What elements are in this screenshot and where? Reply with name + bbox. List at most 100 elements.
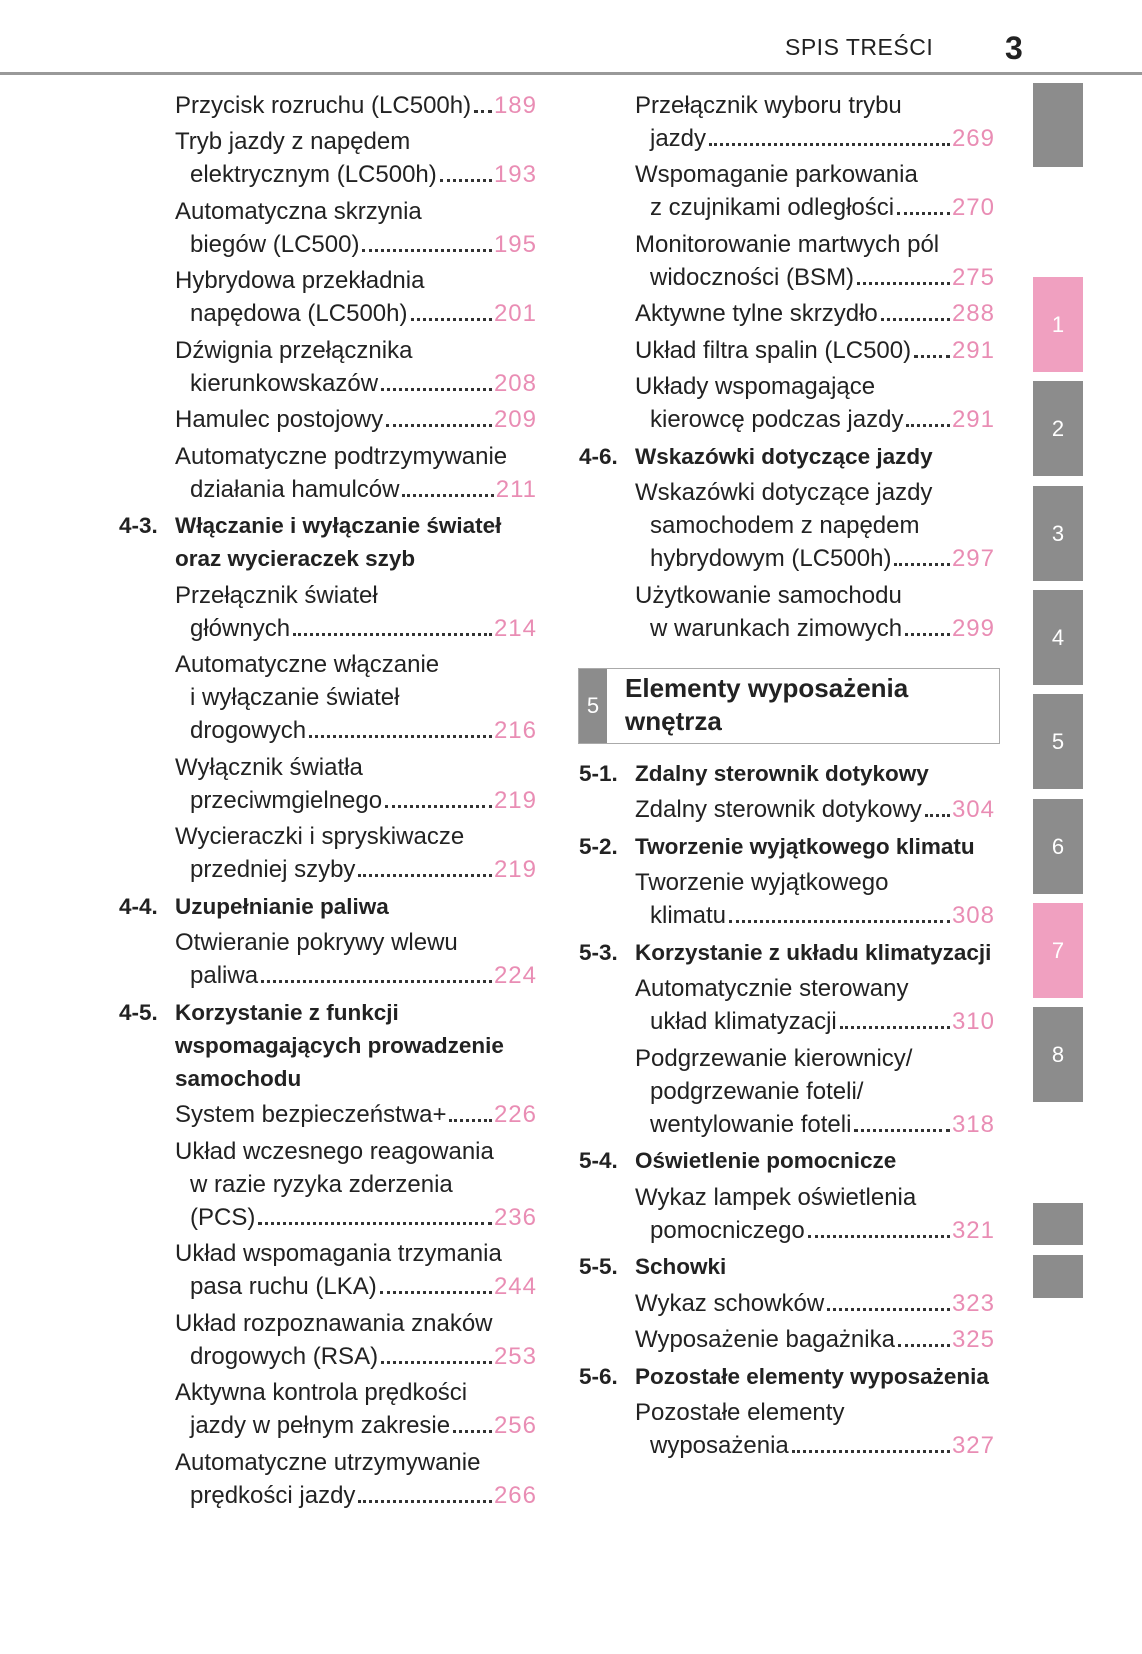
toc-entry: Wykaz lampek oświetlenia pomocniczego 321	[635, 1181, 995, 1247]
toc-entry: Wyposażenie bagażnika 325	[635, 1323, 995, 1356]
entry-line: Automatyczne podtrzymywanie	[175, 440, 537, 473]
entry-page: 226	[493, 1101, 537, 1128]
toc-entry: Układ rozpoznawania znaków drogowych (RSA…	[175, 1307, 537, 1373]
section-title: SPIS TREŚCI	[785, 34, 934, 60]
toc-heading: 5-4. Oświetlenie pomocnicze	[579, 1144, 995, 1177]
leader-dots	[474, 89, 492, 113]
entry-line: (PCS) 236	[175, 1201, 537, 1234]
entry-line: samochodem z napędem	[635, 509, 995, 542]
toc-right-2: 5-1. Zdalny sterownik dotykowy Zdalny ster…	[579, 753, 995, 1462]
entry-text: Podgrzewanie kierownicy/	[635, 1044, 913, 1072]
leader-dots	[924, 793, 950, 817]
leader-dots	[839, 1005, 950, 1029]
toc-entry: Automatyczne podtrzymywanie działania ham…	[175, 440, 537, 506]
leader-dots	[729, 899, 950, 923]
leader-dots	[410, 297, 492, 321]
entry-text: oraz wycieraczek szyb	[175, 546, 416, 571]
entry-line: jazdy 269	[635, 122, 995, 155]
leader-dots	[854, 1108, 950, 1132]
entry-line: Wycieraczki i spryskiwacze	[175, 820, 537, 853]
entry-text: działania hamulców	[190, 475, 400, 503]
header-rule	[0, 72, 1142, 75]
leader-dots	[709, 122, 950, 146]
toc-entry: Aktywna kontrola prędkości jazdy w pełnym…	[175, 1376, 537, 1442]
toc-entry: Hybrydowa przekładnia napędowa (LC500h) 20…	[175, 264, 537, 330]
entry-text: pomocniczego	[650, 1216, 805, 1244]
entry-page: 236	[493, 1203, 537, 1231]
entry-text: przedniej szyby	[190, 856, 356, 883]
entry-line: Zdalny sterownik dotykowy 304	[635, 793, 995, 826]
entry-text: klimatu	[650, 902, 727, 929]
entry-line: Uzupełnianie paliwa	[175, 890, 537, 923]
entry-page: 201	[493, 300, 537, 327]
entry-line: Korzystanie z układu klimatyzacji	[635, 936, 995, 969]
entry-line: kierunkowskazów 208	[175, 367, 537, 400]
chapter-box: 5 Elementy wyposażenia wnętrza	[578, 668, 1000, 744]
entry-text: Wskazówki dotyczące jazdy	[635, 479, 933, 506]
entry-text: Układ wspomagania trzymania	[175, 1240, 502, 1267]
entry-text: Tworzenie wyjątkowego	[635, 869, 889, 896]
toc-entry: Tryb jazdy z napędem elektrycznym (LC500h…	[175, 125, 537, 191]
entry-text: (PCS)	[190, 1203, 256, 1231]
entry-line: samochodu	[175, 1062, 537, 1095]
chapter-tab: 7	[1033, 903, 1083, 998]
entry-line: Układ rozpoznawania znaków	[175, 1307, 537, 1340]
entry-text: Układ filtra spalin (LC500)	[635, 336, 912, 364]
leader-dots	[857, 261, 950, 285]
toc-entry: Tworzenie wyjątkowego klimatu 308	[635, 866, 995, 932]
entry-text: Pozostałe elementy wyposażenia	[635, 1363, 989, 1389]
chapter-tab: 4	[1033, 590, 1083, 685]
entry-text: Korzystanie z funkcji	[175, 999, 399, 1025]
chapter-number: 5	[579, 669, 607, 743]
toc-entry: Podgrzewanie kierownicy/podgrzewanie fot…	[635, 1042, 995, 1141]
chapter-tab: 8	[1033, 1007, 1083, 1102]
toc-entry: Automatyczne włączanie i wyłączanie świat…	[175, 648, 537, 747]
entry-text: Pozostałe elementy	[635, 1399, 845, 1426]
entry-line: kierowcę podczas jazdy 291	[635, 403, 995, 436]
entry-text: Uzupełnianie paliwa	[175, 893, 389, 919]
entry-line: wentylowanie foteli 318	[635, 1108, 995, 1141]
entry-line: Tryb jazdy z napędem	[175, 125, 537, 158]
entry-text: Otwieranie pokrywy wlewu	[175, 929, 458, 956]
entry-line: Przycisk rozruchu (LC500h) 189	[175, 89, 537, 122]
toc-right: Przełącznik wyboru trybu jazdy 269 Wspomaga…	[579, 85, 995, 645]
entry-text: Automatycznie sterowany	[635, 975, 909, 1002]
entry-line: paliwa 224	[175, 959, 537, 992]
leader-dots	[309, 714, 492, 738]
entry-line: Monitorowanie martwych pól	[635, 228, 995, 261]
leader-dots	[905, 612, 950, 636]
entry-page: 244	[493, 1273, 537, 1300]
leader-dots	[807, 1214, 950, 1238]
entry-text: Monitorowanie martwych pól	[635, 230, 940, 258]
chapter-title-line: wnętrza	[625, 706, 722, 736]
entry-text: Schowki	[635, 1254, 727, 1279]
leader-dots	[906, 403, 950, 427]
entry-line: podgrzewanie foteli/	[635, 1075, 995, 1108]
entry-line: Oświetlenie pomocnicze	[635, 1144, 995, 1177]
entry-line: wyposażenia 327	[635, 1429, 995, 1462]
entry-line: Otwieranie pokrywy wlewu	[175, 926, 537, 959]
entry-text: Wyposażenie bagażnika	[635, 1326, 895, 1353]
entry-text: Użytkowanie samochodu	[635, 581, 902, 609]
entry-line: Tworzenie wyjątkowego	[635, 866, 995, 899]
toc-entry: Wskazówki dotyczące jazdy samochodem z na…	[635, 476, 995, 575]
toc-entry: System bezpieczeństwa+ 226	[175, 1098, 537, 1131]
entry-text: układ klimatyzacji	[650, 1008, 837, 1035]
toc-entry: Przełącznik świateł głównych 214	[175, 579, 537, 645]
entry-page: 253	[493, 1342, 537, 1370]
toc-entry: Monitorowanie martwych pól widoczności (B…	[635, 228, 995, 294]
entry-line: klimatu 308	[635, 899, 995, 932]
entry-line: w razie ryzyka zderzenia	[175, 1168, 537, 1201]
toc-entry: Układ wczesnego reagowania w razie ryzyka…	[175, 1135, 537, 1234]
entry-line: Dźwignia przełącznika	[175, 334, 537, 367]
entry-page: 323	[951, 1289, 995, 1317]
entry-page: 224	[493, 962, 537, 989]
entry-line: Układ filtra spalin (LC500) 291	[635, 334, 995, 367]
entry-text: Wykaz lampek oświetlenia	[635, 1183, 917, 1211]
toc-entry: Zdalny sterownik dotykowy 304	[635, 793, 995, 826]
entry-line: Hamulec postojowy 209	[175, 403, 537, 436]
entry-text: przeciwmgielnego	[190, 786, 383, 814]
entry-text: wyposażenia	[650, 1432, 789, 1459]
entry-page: 297	[951, 545, 995, 572]
toc-heading: 5-3. Korzystanie z układu klimatyzacji	[579, 936, 995, 969]
